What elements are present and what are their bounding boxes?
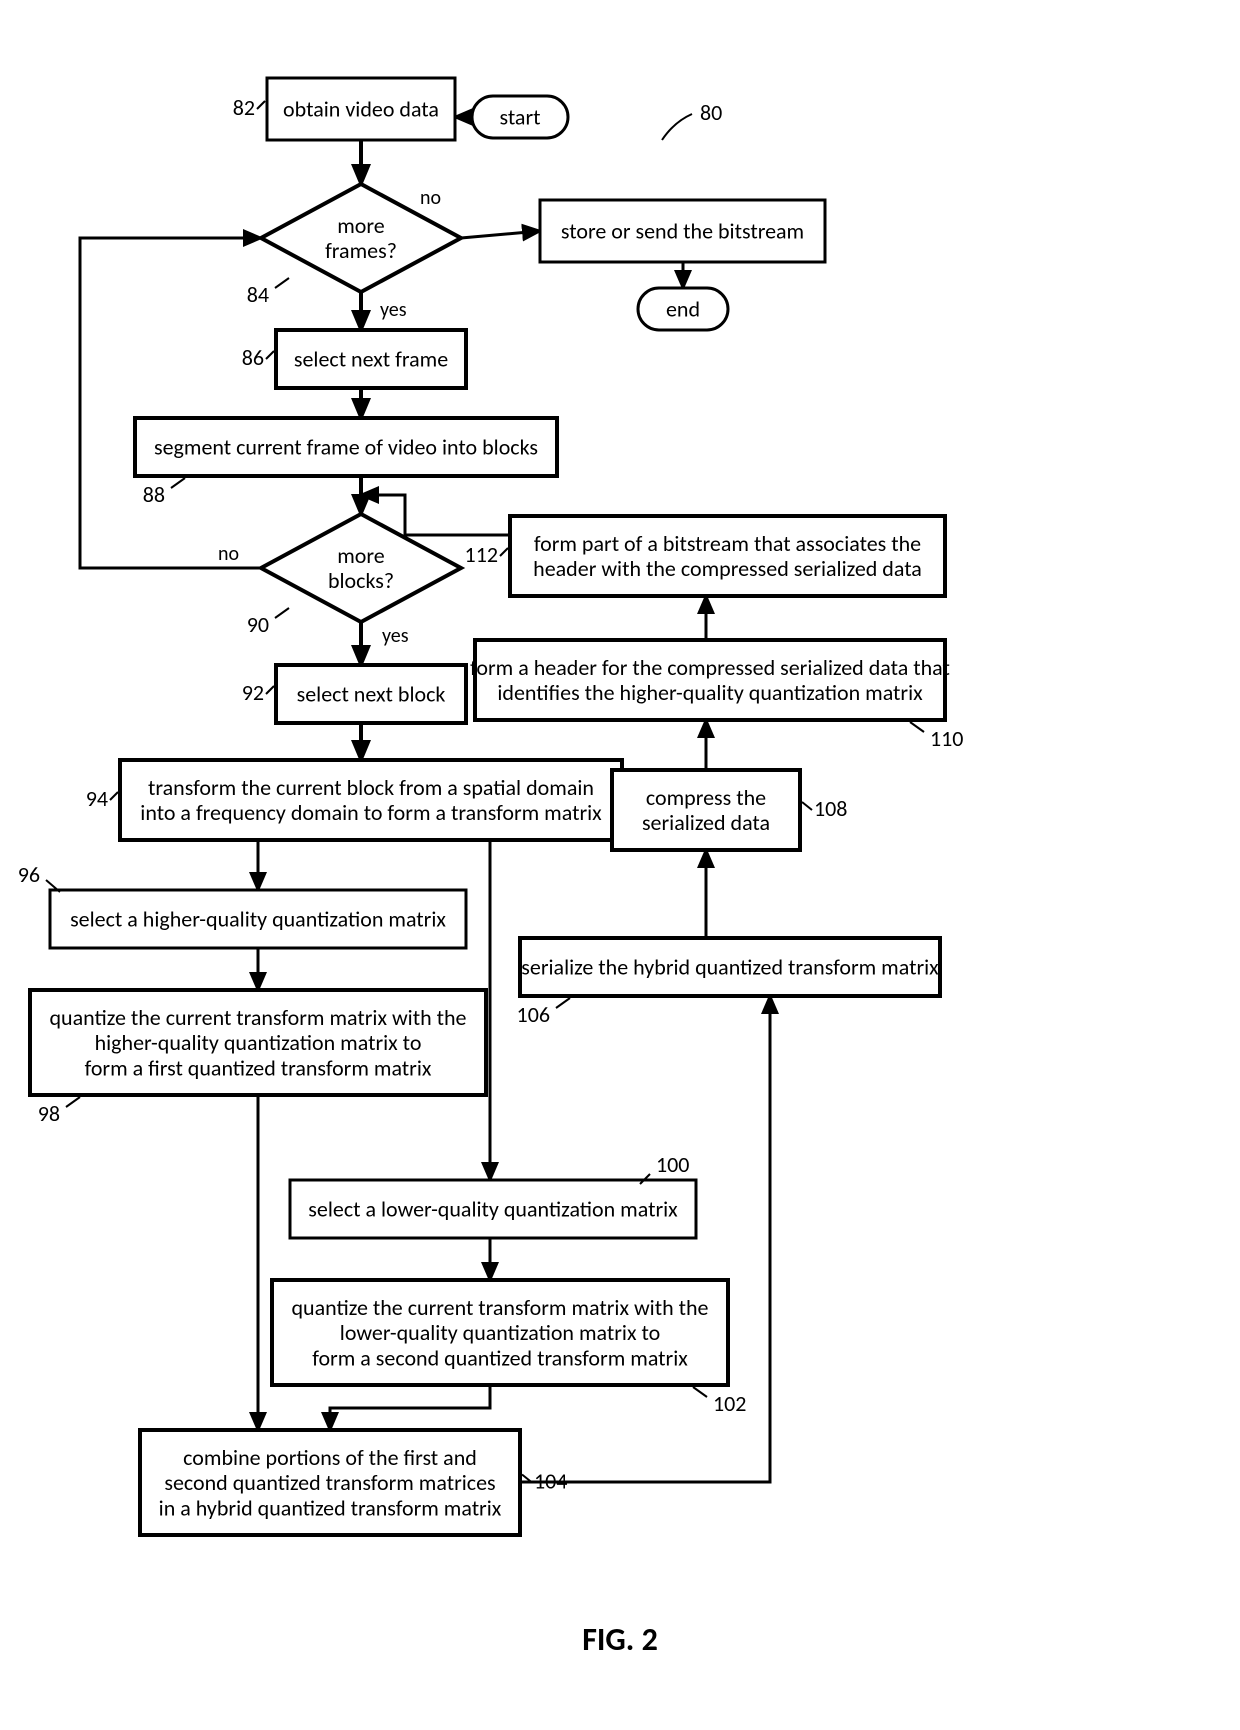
- svg-text:form part of a bitstream that: form part of a bitstream that associates…: [534, 530, 921, 557]
- node-start: start: [472, 96, 568, 138]
- node-d90: moreblocks?: [261, 514, 461, 622]
- node-n104: combine portions of the first andsecond …: [140, 1430, 520, 1535]
- svg-text:select next frame: select next frame: [294, 346, 448, 373]
- ref-112: 112: [465, 541, 498, 568]
- node-n96: select a higher-quality quantization mat…: [50, 890, 466, 948]
- svg-text:store or send the bitstream: store or send the bitstream: [561, 218, 804, 245]
- svg-text:select next block: select next block: [297, 681, 446, 708]
- ref-96: 96: [18, 861, 40, 888]
- ref-100: 100: [656, 1151, 689, 1178]
- svg-text:combine portions of the first: combine portions of the first and: [183, 1444, 477, 1471]
- ref-98: 98: [38, 1100, 60, 1127]
- node-n82: obtain video data: [267, 78, 455, 140]
- svg-text:serialized data: serialized data: [642, 809, 770, 836]
- node-n108: compress theserialized data: [612, 770, 800, 850]
- svg-text:frames?: frames?: [325, 237, 397, 264]
- svg-text:transform the current block fr: transform the current block from a spati…: [148, 774, 594, 801]
- node-n100: select a lower-quality quantization matr…: [290, 1180, 696, 1238]
- svg-text:end: end: [666, 296, 700, 323]
- node-n106: serialize the hybrid quantized transform…: [520, 938, 940, 996]
- svg-text:serialize the hybrid quantized: serialize the hybrid quantized transform…: [521, 954, 939, 981]
- edge-15: [330, 1385, 490, 1430]
- ref-108: 108: [814, 795, 847, 822]
- svg-text:identifies the higher-quality: identifies the higher-quality quantizati…: [497, 679, 923, 706]
- ref-104: 104: [534, 1468, 567, 1495]
- svg-text:more: more: [337, 212, 385, 239]
- node-nStore: store or send the bitstream: [540, 200, 825, 262]
- node-n112: form part of a bitstream that associates…: [510, 516, 945, 596]
- svg-text:start: start: [499, 104, 540, 131]
- svg-text:lower-quality quantization mat: lower-quality quantization matrix to: [340, 1319, 660, 1346]
- svg-text:form a first quantized transfo: form a first quantized transform matrix: [85, 1054, 432, 1081]
- svg-text:second quantized transform mat: second quantized transform matrices: [164, 1469, 495, 1496]
- ref-92: 92: [242, 679, 264, 706]
- ref-80: 80: [700, 99, 722, 126]
- node-n92: select next block: [276, 665, 466, 723]
- node-n98: quantize the current transform matrix wi…: [30, 990, 486, 1095]
- svg-text:quantize the current transform: quantize the current transform matrix wi…: [50, 1004, 467, 1031]
- ref-90: 90: [247, 611, 269, 638]
- node-n102: quantize the current transform matrix wi…: [272, 1280, 728, 1385]
- ref-102: 102: [713, 1390, 746, 1417]
- svg-text:more: more: [337, 542, 385, 569]
- ref-94: 94: [86, 785, 108, 812]
- svg-text:select a lower-quality quantiz: select a lower-quality quantization matr…: [308, 1196, 678, 1223]
- svg-text:form a header for the compress: form a header for the compressed seriali…: [470, 654, 950, 681]
- svg-text:header with the compressed ser: header with the compressed serialized da…: [533, 555, 922, 582]
- svg-text:obtain video data: obtain video data: [283, 96, 439, 123]
- figure-label: FIG. 2: [582, 1620, 658, 1659]
- ref-110: 110: [930, 725, 963, 752]
- ref-84: 84: [247, 281, 269, 308]
- svg-text:higher-quality quantization ma: higher-quality quantization matrix to: [95, 1029, 422, 1056]
- node-n86: select next frame: [276, 330, 466, 388]
- svg-text:form a second quantized transf: form a second quantized transform matrix: [312, 1344, 688, 1371]
- svg-text:quantize the current transform: quantize the current transform matrix wi…: [292, 1294, 709, 1321]
- ref-86: 86: [242, 344, 264, 371]
- edge-2: [461, 231, 540, 238]
- edge-label-7: yes: [382, 624, 409, 648]
- edge-8: [80, 238, 261, 568]
- ref-106: 106: [517, 1001, 550, 1028]
- svg-text:segment current frame of video: segment current frame of video into bloc…: [154, 434, 538, 461]
- edge-label-8: no: [218, 542, 239, 566]
- flowchart-canvas: startobtain video datamoreframes?store o…: [0, 0, 1240, 1730]
- svg-text:select a higher-quality quanti: select a higher-quality quantization mat…: [70, 906, 446, 933]
- svg-text:blocks?: blocks?: [328, 567, 394, 594]
- node-n94: transform the current block from a spati…: [120, 760, 622, 840]
- svg-text:compress the: compress the: [646, 784, 766, 811]
- svg-text:into a frequency domain to for: into a frequency domain to form a transf…: [140, 799, 602, 826]
- ref-82: 82: [233, 94, 255, 121]
- node-end: end: [638, 288, 728, 330]
- edge-label-2: no: [420, 186, 441, 210]
- svg-text:in a hybrid quantized transfor: in a hybrid quantized transform matrix: [159, 1494, 502, 1521]
- node-n110: form a header for the compressed seriali…: [470, 640, 950, 720]
- edge-label-4: yes: [380, 298, 407, 322]
- node-n88: segment current frame of video into bloc…: [135, 418, 557, 476]
- ref-88: 88: [143, 481, 165, 508]
